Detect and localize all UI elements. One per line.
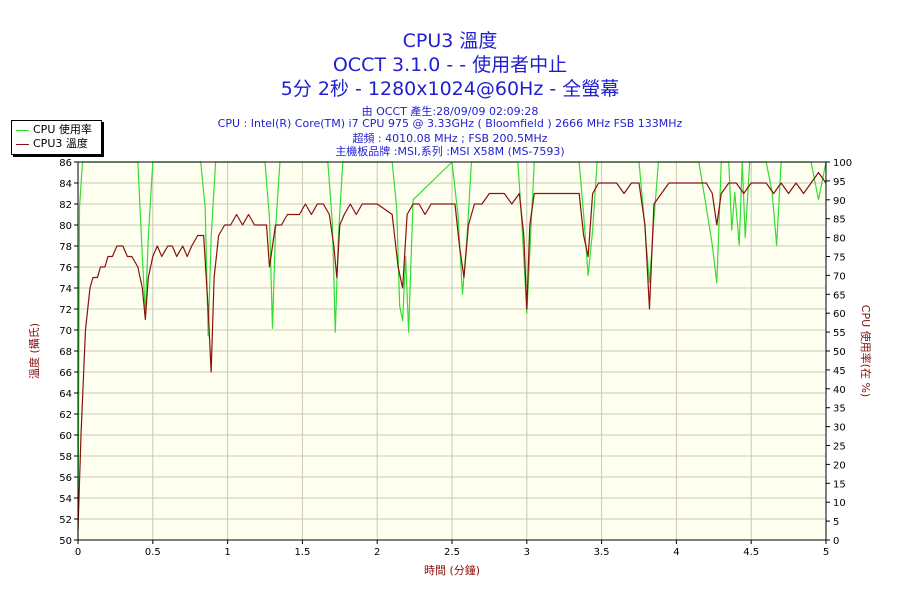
y-tick-label: 84 (59, 179, 72, 190)
y-tick-label: 56 (59, 473, 72, 484)
info-generated-line: 由 OCCT 產生:28/09/09 02:09:28 (361, 105, 539, 118)
y2-tick-label: 80 (833, 234, 846, 245)
y2-tick-label: 15 (833, 479, 846, 490)
y2-tick-label: 85 (833, 215, 846, 226)
y2-tick-label: 20 (833, 460, 846, 471)
y-tick-label: 52 (59, 515, 72, 526)
y2-tick-label: 30 (833, 423, 846, 434)
y2-tick-label: 45 (833, 366, 846, 377)
chart-legend: CPU 使用率 CPU3 溫度 (11, 120, 102, 155)
y2-tick-label: 25 (833, 442, 846, 453)
y-tick-label: 60 (59, 431, 72, 442)
y2-tick-label: 10 (833, 498, 846, 509)
x-tick-label: 2.5 (444, 547, 460, 558)
x-tick-label: 1.5 (294, 547, 310, 558)
legend-swatch-cpu-temp (16, 143, 29, 145)
y2-tick-label: 5 (833, 517, 839, 528)
info-cpu-line: CPU : Intel(R) Core(TM) i7 CPU 975 @ 3.3… (217, 117, 683, 130)
legend-item-cpu-temp: CPU3 溫度 (16, 137, 88, 151)
x-tick-label: 4 (673, 547, 679, 558)
x-tick-label: 3.5 (594, 547, 610, 558)
y-tick-label: 66 (59, 368, 72, 379)
legend-label-cpu-temp: CPU3 溫度 (33, 137, 88, 150)
y-tick-label: 54 (59, 494, 72, 505)
info-motherboard-line: 主機板品牌 :MSI,系列 :MSI X58M (MS-7593) (335, 145, 565, 158)
x-tick-label: 3 (524, 547, 530, 558)
y2-tick-label: 0 (833, 536, 839, 547)
y-tick-label: 86 (59, 158, 72, 169)
legend-swatch-cpu-usage (16, 129, 29, 131)
y-tick-label: 50 (59, 536, 72, 547)
legend-item-cpu-usage: CPU 使用率 (16, 123, 92, 137)
chart-subtitle-run-info: 5分 2秒 - 1280x1024@60Hz - 全螢幕 (280, 78, 620, 100)
info-overclock-line: 超頻 : 4010.08 MHz ; FSB 200.5MHz (352, 132, 548, 145)
y2-tick-label: 50 (833, 347, 846, 358)
x-tick-label: 5 (823, 547, 829, 558)
y-tick-label: 76 (59, 263, 72, 274)
series-line-cpu-temp (77, 171, 827, 530)
y2-tick-label: 75 (833, 253, 846, 264)
y2-tick-label: 60 (833, 309, 846, 320)
y2-axis-label: CPU 使用率(在 %) (859, 305, 873, 397)
y-tick-label: 78 (59, 242, 72, 253)
series-line-cpu-usage (77, 161, 827, 541)
x-tick-label: 4.5 (743, 547, 759, 558)
x-tick-label: 2 (374, 547, 380, 558)
legend-label-cpu-usage: CPU 使用率 (33, 123, 92, 136)
y2-tick-label: 95 (833, 177, 846, 188)
y2-tick-label: 35 (833, 404, 846, 415)
y-tick-label: 58 (59, 452, 72, 463)
y-tick-label: 82 (59, 200, 72, 211)
y2-tick-label: 55 (833, 328, 846, 339)
y-tick-label: 64 (59, 389, 72, 400)
y2-tick-label: 100 (833, 158, 852, 169)
y-tick-label: 68 (59, 347, 72, 358)
y-tick-label: 62 (59, 410, 72, 421)
x-axis-label: 時間 (分鐘) (424, 563, 480, 577)
x-tick-label: 0 (75, 547, 81, 558)
x-tick-label: 0.5 (145, 547, 161, 558)
chart-subtitle: OCCT 3.1.0 - - 使用者中止 (332, 54, 568, 76)
y-tick-label: 72 (59, 305, 72, 316)
y2-tick-label: 90 (833, 196, 846, 207)
chart-title: CPU3 溫度 (402, 30, 498, 52)
y-tick-label: 70 (59, 326, 72, 337)
y-axis-label: 溫度 (攝氏) (27, 323, 41, 379)
y2-tick-label: 70 (833, 271, 846, 282)
x-tick-label: 1 (224, 547, 230, 558)
y-tick-label: 74 (59, 284, 72, 295)
y2-tick-label: 65 (833, 290, 846, 301)
y2-tick-label: 40 (833, 385, 846, 396)
y-tick-label: 80 (59, 221, 72, 232)
